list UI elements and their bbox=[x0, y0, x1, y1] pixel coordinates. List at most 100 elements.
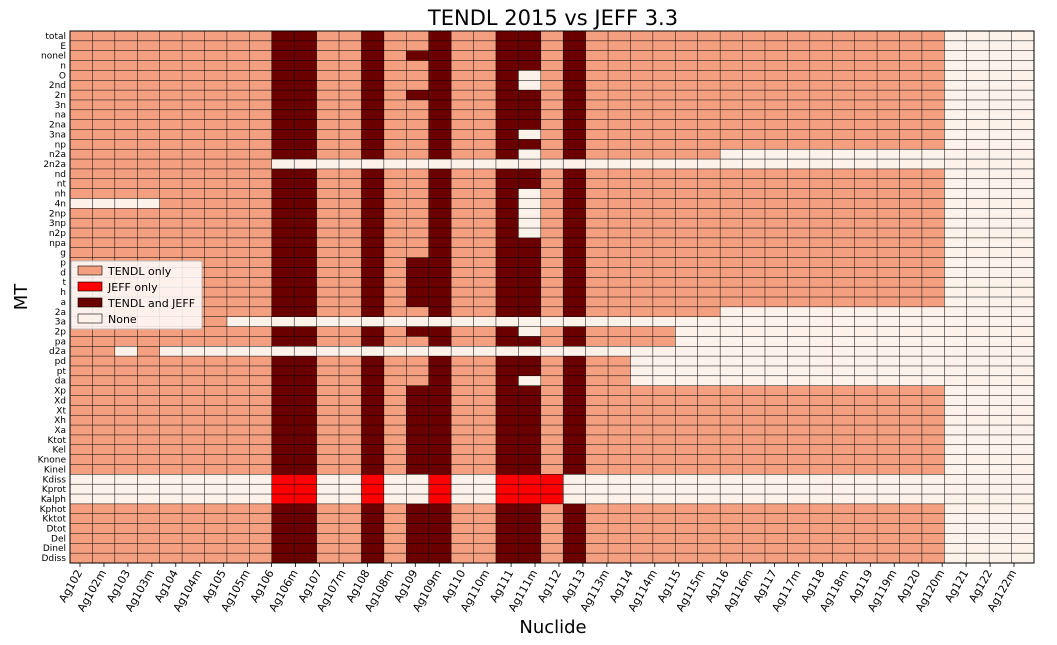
heatmap-cell bbox=[854, 306, 878, 318]
heatmap-cell bbox=[316, 326, 340, 337]
heatmap-cell bbox=[1011, 494, 1035, 505]
heatmap-cell bbox=[585, 129, 609, 140]
heatmap-cell bbox=[966, 80, 990, 91]
heatmap-cell bbox=[383, 90, 407, 101]
heatmap-cell bbox=[652, 40, 676, 52]
heatmap-cell bbox=[361, 287, 385, 298]
heatmap-cell bbox=[92, 375, 116, 387]
heatmap-cell bbox=[608, 494, 631, 505]
heatmap-cell bbox=[271, 543, 295, 554]
heatmap-cell bbox=[563, 533, 587, 544]
heatmap-cell bbox=[316, 444, 340, 456]
heatmap-cell bbox=[294, 257, 318, 268]
heatmap-cell bbox=[921, 139, 945, 150]
heatmap-cell bbox=[989, 237, 1012, 249]
heatmap-cell bbox=[742, 218, 766, 229]
heatmap-cell bbox=[944, 316, 968, 327]
heatmap-cell bbox=[249, 454, 273, 465]
heatmap-cell bbox=[137, 90, 161, 101]
heatmap-cell bbox=[787, 277, 811, 288]
heatmap-cell bbox=[989, 218, 1012, 229]
y-tick-label: h bbox=[60, 288, 66, 298]
heatmap-cell bbox=[921, 188, 945, 199]
heatmap-cell bbox=[473, 484, 497, 495]
heatmap-cell bbox=[1011, 80, 1035, 91]
heatmap-cell bbox=[809, 484, 833, 495]
heatmap-cell bbox=[944, 553, 968, 564]
heatmap-cell bbox=[675, 454, 699, 465]
heatmap-cell bbox=[226, 503, 250, 515]
heatmap-cell bbox=[742, 454, 766, 465]
heatmap-cell bbox=[361, 139, 385, 150]
heatmap-cell bbox=[518, 60, 542, 71]
heatmap-cell bbox=[383, 474, 407, 485]
heatmap-cell bbox=[114, 326, 138, 337]
heatmap-cell bbox=[877, 425, 900, 436]
heatmap-cell bbox=[473, 513, 497, 524]
heatmap-cell bbox=[294, 40, 318, 52]
heatmap-cell bbox=[877, 257, 900, 268]
heatmap-cell bbox=[406, 316, 430, 327]
heatmap-cell bbox=[383, 444, 407, 456]
heatmap-cell bbox=[989, 365, 1012, 377]
heatmap-cell bbox=[473, 405, 497, 416]
heatmap-cell bbox=[249, 523, 273, 534]
heatmap-cell bbox=[70, 99, 93, 111]
heatmap-cell bbox=[921, 60, 945, 71]
heatmap-cell bbox=[226, 50, 250, 61]
heatmap-cell bbox=[182, 80, 205, 91]
heatmap-cell bbox=[204, 454, 228, 465]
heatmap-cell bbox=[1011, 277, 1035, 288]
heatmap-cell bbox=[809, 218, 833, 229]
heatmap-cell bbox=[70, 90, 93, 101]
heatmap-cell bbox=[832, 356, 856, 367]
heatmap-cell bbox=[428, 218, 452, 229]
heatmap-cell bbox=[383, 228, 407, 239]
heatmap-cell bbox=[271, 287, 295, 298]
heatmap-cell bbox=[383, 464, 407, 475]
heatmap-cell bbox=[697, 494, 721, 505]
heatmap-cell bbox=[518, 306, 542, 318]
heatmap-cell bbox=[70, 326, 93, 337]
heatmap-cell bbox=[630, 415, 654, 426]
heatmap-cell bbox=[114, 356, 138, 367]
heatmap-cell bbox=[809, 474, 833, 485]
heatmap-cell bbox=[608, 80, 631, 91]
heatmap-cell bbox=[451, 129, 474, 140]
heatmap-cell bbox=[787, 237, 811, 249]
heatmap-cell bbox=[361, 277, 385, 288]
heatmap-cell bbox=[944, 218, 968, 229]
heatmap-cell bbox=[787, 346, 811, 357]
heatmap-cell bbox=[316, 50, 340, 61]
heatmap-cell bbox=[473, 80, 497, 91]
heatmap-cell bbox=[697, 159, 721, 170]
heatmap-cell bbox=[608, 306, 631, 318]
heatmap-cell bbox=[406, 208, 430, 219]
heatmap-cell bbox=[339, 434, 362, 446]
heatmap-cell bbox=[877, 70, 900, 81]
heatmap-cell bbox=[92, 80, 116, 91]
heatmap-cell bbox=[764, 444, 788, 456]
heatmap-cell bbox=[406, 494, 430, 505]
heatmap-cell bbox=[1011, 139, 1035, 150]
heatmap-cell bbox=[159, 454, 183, 465]
heatmap-cell bbox=[720, 218, 743, 229]
heatmap-cell bbox=[428, 237, 452, 249]
y-tick-label: total bbox=[45, 32, 66, 42]
heatmap-cell bbox=[877, 365, 900, 377]
heatmap-cell bbox=[361, 326, 385, 337]
heatmap-cell bbox=[787, 553, 811, 564]
heatmap-cell bbox=[271, 40, 295, 52]
heatmap-cell bbox=[339, 474, 362, 485]
heatmap-cell bbox=[989, 247, 1012, 258]
heatmap-cell bbox=[182, 109, 205, 121]
heatmap-cell bbox=[809, 454, 833, 465]
heatmap-cell bbox=[1011, 257, 1035, 268]
heatmap-cell bbox=[720, 129, 743, 140]
heatmap-cell bbox=[428, 119, 452, 130]
heatmap-cell bbox=[495, 31, 519, 42]
heatmap-cell bbox=[226, 425, 250, 436]
heatmap-cell bbox=[383, 99, 407, 111]
heatmap-cell bbox=[70, 247, 93, 258]
heatmap-cell bbox=[585, 513, 609, 524]
